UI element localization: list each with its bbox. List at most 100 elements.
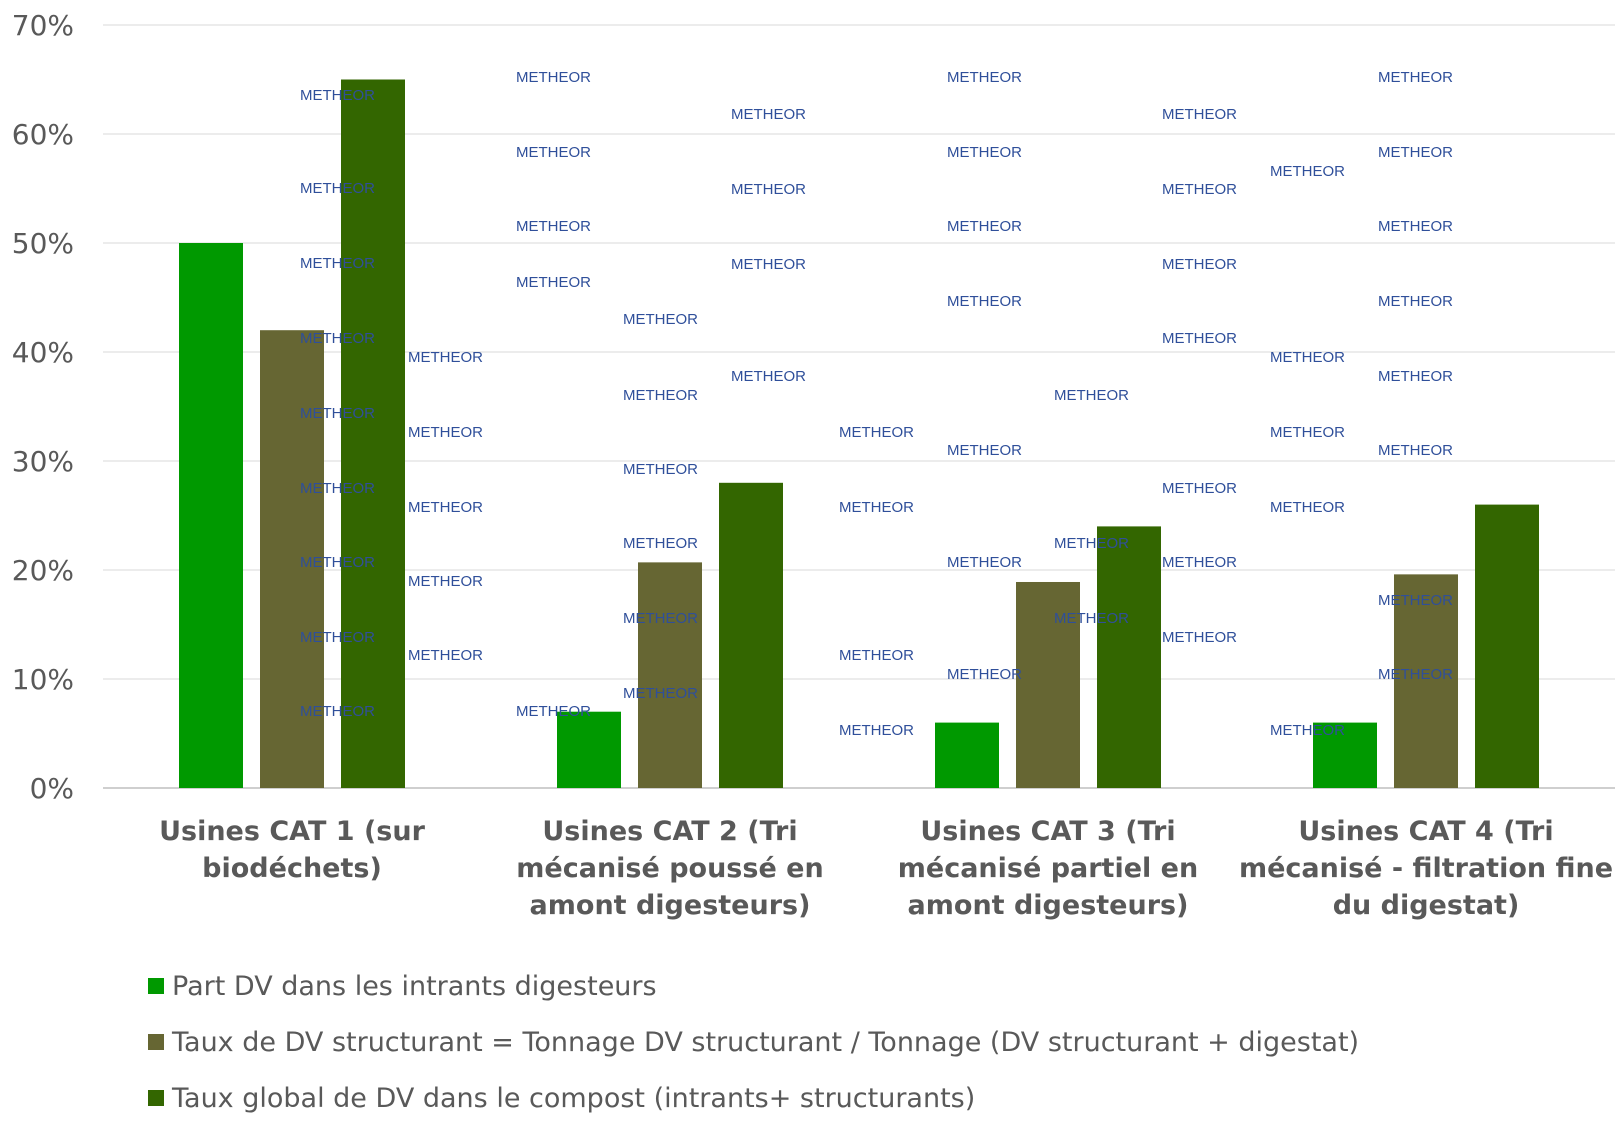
watermark-text: METHEOR [408,499,483,516]
y-tick-label: 70% [12,9,74,42]
watermark-text: METHEOR [1054,387,1129,404]
watermark-text: METHEOR [839,722,914,739]
y-tick-label: 50% [12,227,74,260]
watermark-text: METHEOR [1378,144,1453,161]
watermark-text: METHEOR [1162,330,1237,347]
watermark-text: METHEOR [947,69,1022,86]
watermark-text: METHEOR [1162,629,1237,646]
bar-series-1-cat-1 [179,243,243,788]
watermark-text: METHEOR [1270,163,1345,180]
watermark-text: METHEOR [731,181,806,198]
x-category-label: Usines CAT 3 (Tri mécanisé partiel en amon… [898,816,1198,921]
bar-series-2-cat-1 [260,330,324,788]
watermark-text: METHEOR [300,255,375,272]
bar-series-1-cat-3 [935,722,999,788]
watermark-text: METHEOR [300,180,375,197]
bar-chart: 0%10%20%30%40%50%60%70% METHEORMETHEORME… [12,9,1615,921]
legend-swatch [148,1034,164,1050]
watermark-text: METHEOR [408,573,483,590]
watermark-text: METHEOR [1270,424,1345,441]
watermark-text: METHEOR [839,499,914,516]
watermark-text: METHEOR [731,106,806,123]
watermark-text: METHEOR [1378,69,1453,86]
watermark-text: METHEOR [623,311,698,328]
watermark-text: METHEOR [1270,349,1345,366]
watermark-text: METHEOR [408,349,483,366]
watermark-text: METHEOR [1162,181,1237,198]
legend-swatch [148,1090,164,1106]
watermark-text: METHEOR [1270,499,1345,516]
watermark-text: METHEOR [1054,535,1129,552]
watermark-text: METHEOR [839,424,914,441]
watermark-text: METHEOR [731,256,806,273]
watermark-text: METHEOR [1162,480,1237,497]
x-category-label: Usines CAT 1 (sur biodéchets) [159,816,426,884]
watermark-text: METHEOR [1378,368,1453,385]
watermark-text: METHEOR [516,218,591,235]
legend-label: Taux global de DV dans le compost (intra… [172,1082,976,1114]
y-tick-label: 30% [12,445,74,478]
watermark-text: METHEOR [731,368,806,385]
watermark-text: METHEOR [947,293,1022,310]
watermark-text: METHEOR [947,442,1022,459]
bar-series-2-cat-4 [1394,574,1458,788]
watermark-text: METHEOR [516,703,591,720]
watermark-text: METHEOR [516,274,591,291]
legend-item-3: Taux global de DV dans le compost (intra… [148,1082,1359,1114]
watermark-text: METHEOR [300,87,375,104]
legend: Part DV dans les intrants digesteurs Taux… [148,970,1360,1140]
bar-series-3-cat-4 [1475,504,1539,788]
watermark-text: METHEOR [623,610,698,627]
watermark-text: METHEOR [623,461,698,478]
watermark-text: METHEOR [1054,610,1129,627]
watermark-text: METHEOR [1378,293,1453,310]
legend-label: Taux de DV structurant = Tonnage DV stru… [172,1026,1360,1058]
watermark-text: METHEOR [300,480,375,497]
watermark-text: METHEOR [1378,666,1453,683]
watermark-text: METHEOR [1378,218,1453,235]
x-category-label: Usines CAT 4 (Tri mécanisé - filtration f… [1239,816,1613,921]
y-tick-label: 20% [12,554,74,587]
bars [179,79,1539,788]
x-category-label: Usines CAT 2 (Tri mécanisé poussé en amont… [516,816,823,921]
watermark-text: METHEOR [623,685,698,702]
y-tick-label: 0% [30,772,74,805]
watermark-text: METHEOR [947,218,1022,235]
bar-series-1-cat-4 [1313,722,1377,788]
bar-series-2-cat-3 [1016,581,1080,788]
legend-item-2: Taux de DV structurant = Tonnage DV stru… [148,1026,1360,1058]
bar-series-1-cat-2 [557,711,621,788]
watermark-text: METHEOR [300,703,375,720]
legend-swatch [148,978,164,994]
watermark-text: METHEOR [300,554,375,571]
watermark-text: METHEOR [623,387,698,404]
watermark-text: METHEOR [408,647,483,664]
watermark-text: METHEOR [947,554,1022,571]
watermark-text: METHEOR [1162,256,1237,273]
watermark-text: METHEOR [1378,592,1453,609]
watermark-text: METHEOR [1162,106,1237,123]
watermark-text: METHEOR [300,330,375,347]
x-axis-labels: Usines CAT 1 (sur biodéchets) Usines CAT 2… [159,816,1613,921]
legend-label: Part DV dans les intrants digesteurs [172,970,657,1002]
watermark-text: METHEOR [1270,722,1345,739]
watermark-text: METHEOR [947,666,1022,683]
y-tick-label: 10% [12,663,74,696]
bar-series-2-cat-2 [638,562,702,788]
watermark-text: METHEOR [516,144,591,161]
y-tick-label: 40% [12,336,74,369]
bar-series-3-cat-1 [341,79,405,788]
watermarks: METHEOR METHEOR METHEOR METHEOR METHEOR METHE… [300,69,1453,739]
watermark-text: METHEOR [947,144,1022,161]
y-axis-ticks: 0% 10% 20% 30% 40% 50% 60% 70% [12,9,74,805]
watermark-text: METHEOR [1162,554,1237,571]
y-tick-label: 60% [12,118,74,151]
watermark-text: METHEOR [408,424,483,441]
bar-series-3-cat-2 [719,482,783,788]
watermark-text: METHEOR [623,535,698,552]
watermark-text: METHEOR [1378,442,1453,459]
watermark-text: METHEOR [300,629,375,646]
watermark-text: METHEOR [839,647,914,664]
legend-item-1: Part DV dans les intrants digesteurs [148,970,1359,1002]
watermark-text: METHEOR [516,69,591,86]
